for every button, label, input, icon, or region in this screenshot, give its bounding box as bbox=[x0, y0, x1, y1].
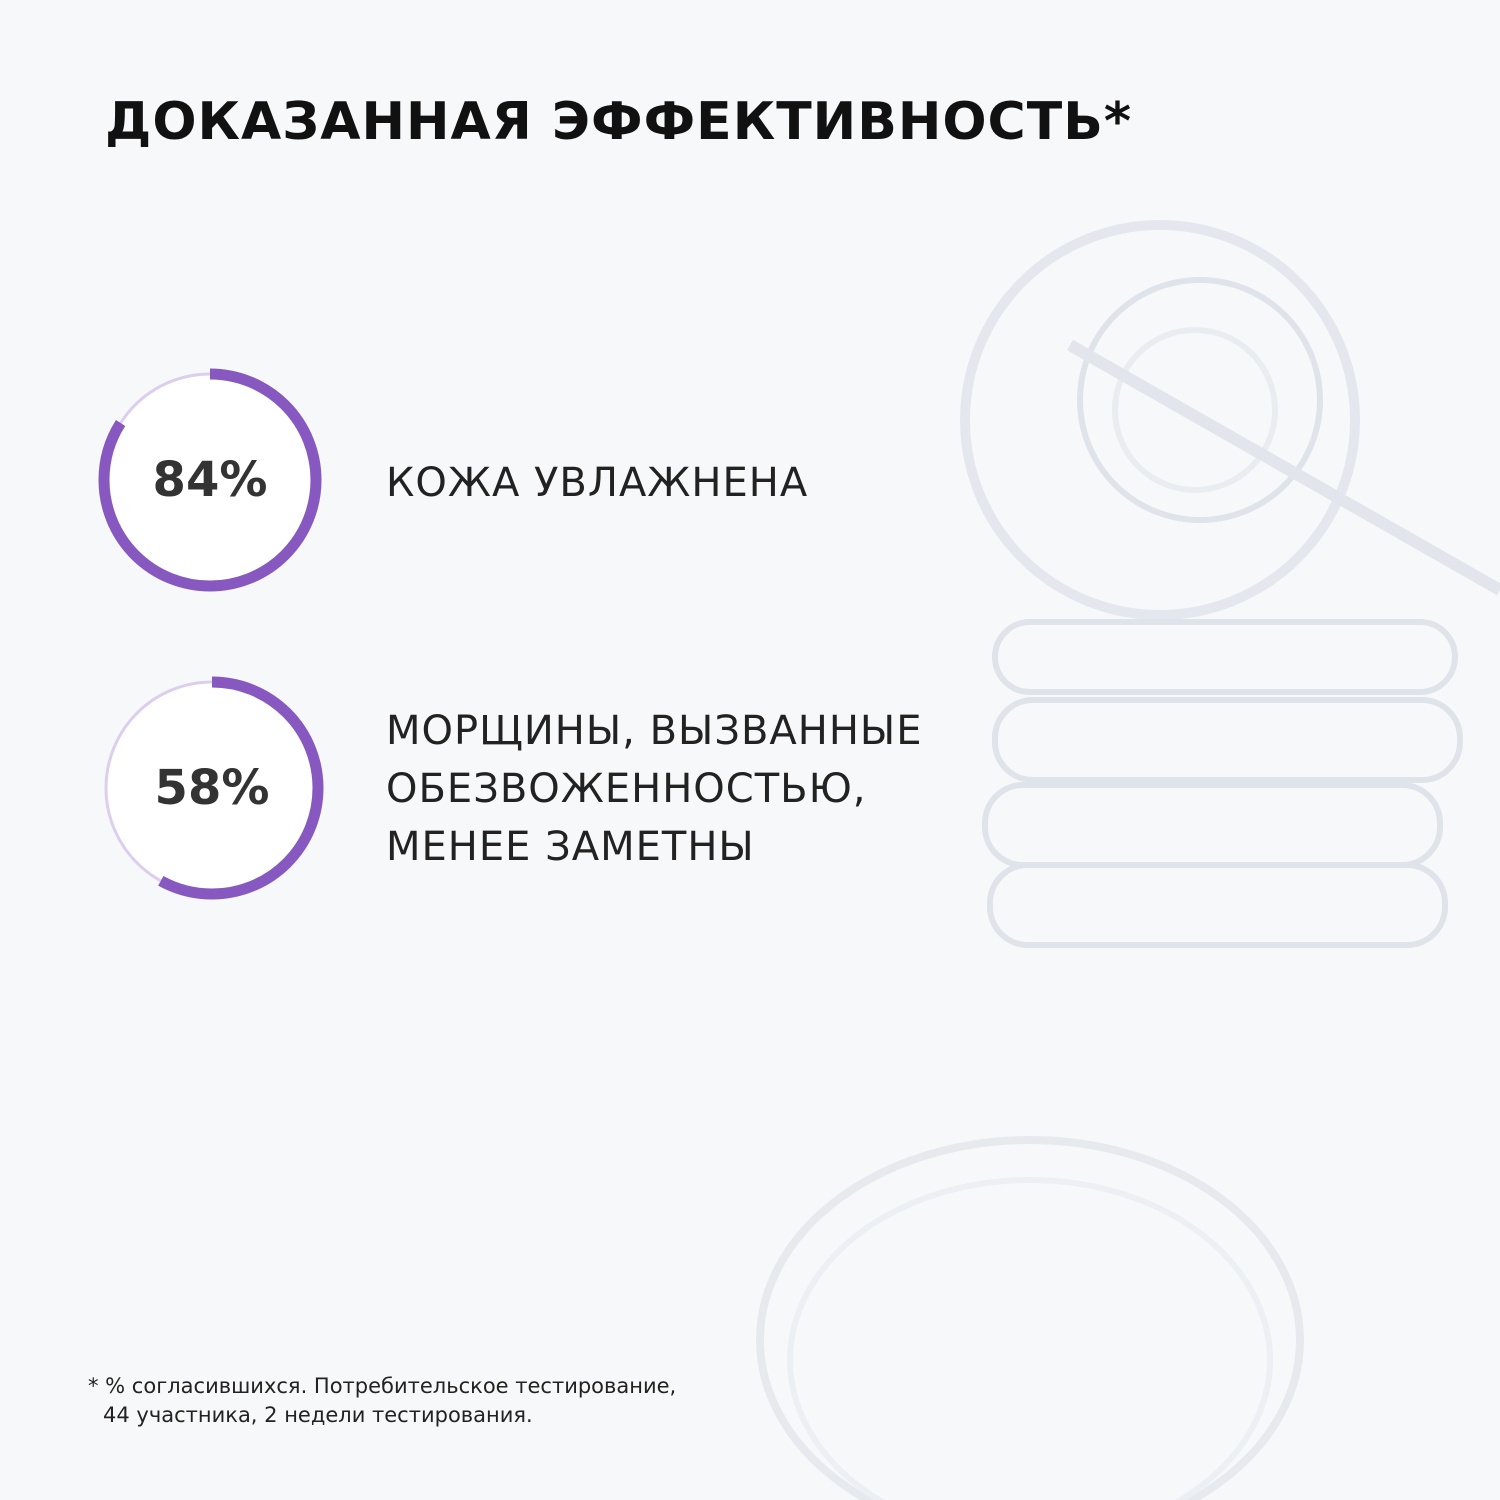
stat-ring-wrinkles: 58% bbox=[92, 668, 332, 908]
footnote-line: 44 участника, 2 недели тестирования. bbox=[103, 1403, 533, 1427]
stat-label-line: МОРЩИНЫ, ВЫЗВАННЫЕ bbox=[386, 708, 923, 754]
ring-progress-arc bbox=[100, 676, 324, 900]
progress-ring bbox=[98, 368, 322, 592]
stat-label: МОРЩИНЫ, ВЫЗВАННЫЕ ОБЕЗВОЖЕННОСТЬЮ, МЕНЕ… bbox=[386, 702, 923, 876]
stat-label-line: ОБЕЗВОЖЕННОСТЬЮ, bbox=[386, 766, 867, 812]
stat-label: КОЖА УВЛАЖНЕНА bbox=[386, 454, 808, 512]
footnote-line: * % согласившихся. Потребительское тести… bbox=[88, 1374, 677, 1398]
progress-ring bbox=[100, 676, 324, 900]
ring-progress-arc bbox=[98, 368, 322, 592]
stat-ring-moisturized: 84% bbox=[90, 360, 330, 600]
footnote: * % согласившихся. Потребительское тести… bbox=[88, 1372, 676, 1430]
stat-value: 84% bbox=[152, 452, 268, 508]
stat-label-line: КОЖА УВЛАЖНЕНА bbox=[386, 460, 809, 506]
stat-label-line: МЕНЕЕ ЗАМЕТНЫ bbox=[386, 824, 755, 870]
stat-value: 58% bbox=[154, 760, 270, 816]
page-title: ДОКАЗАННАЯ ЭФФЕКТИВНОСТЬ* bbox=[105, 92, 1133, 152]
